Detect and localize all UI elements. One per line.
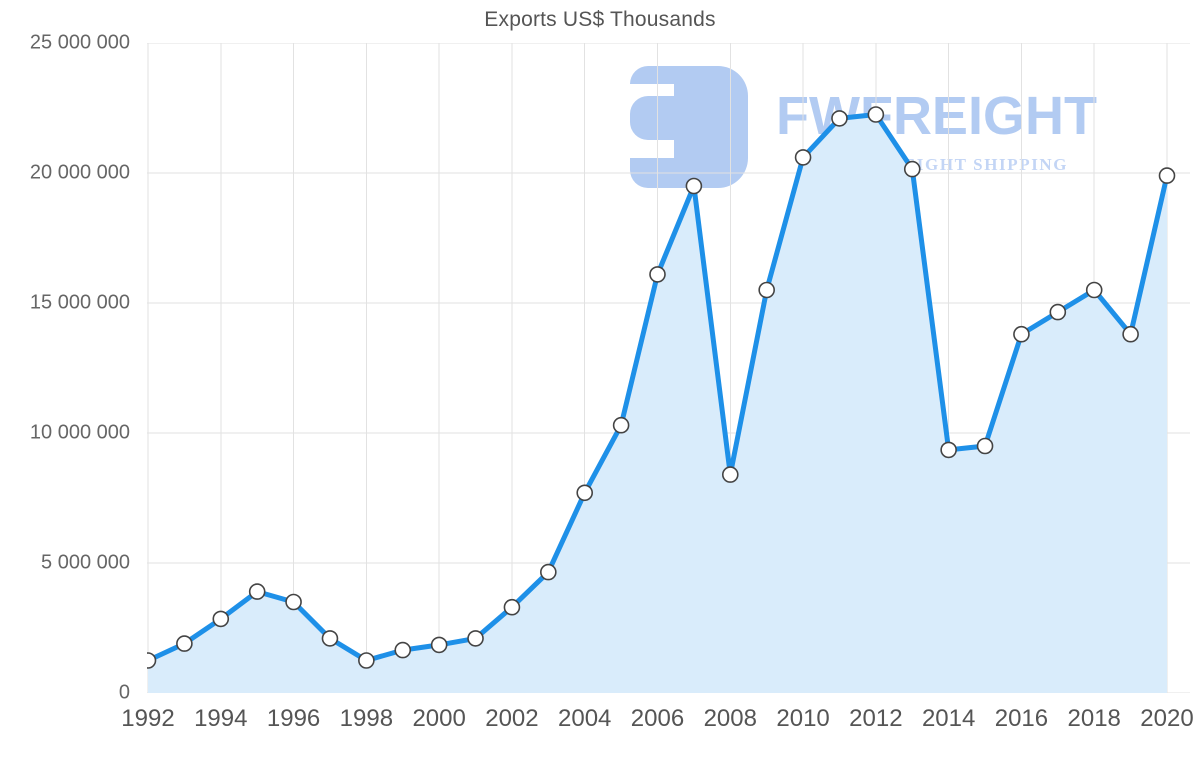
area-fill bbox=[148, 114, 1167, 693]
y-axis-tick-label: 25 000 000 bbox=[29, 31, 130, 54]
x-axis-tick-label: 2006 bbox=[630, 705, 685, 732]
x-axis-tick-label: 2012 bbox=[849, 705, 903, 732]
data-point-marker[interactable] bbox=[1013, 325, 1030, 343]
data-point-marker[interactable] bbox=[612, 416, 630, 434]
data-point-marker[interactable] bbox=[721, 466, 739, 483]
x-axis-tick-label: 2014 bbox=[921, 705, 976, 732]
x-axis-tick-label: 2020 bbox=[1140, 705, 1194, 732]
data-point-marker[interactable] bbox=[794, 149, 812, 166]
data-point-marker[interactable] bbox=[358, 652, 375, 669]
x-axis-tick-label: 2004 bbox=[558, 705, 612, 732]
data-point-marker[interactable] bbox=[649, 266, 666, 283]
data-point-marker[interactable] bbox=[176, 635, 193, 652]
data-point-marker[interactable] bbox=[467, 630, 484, 647]
x-axis-tick-label: 2018 bbox=[1067, 705, 1121, 732]
data-point-marker[interactable] bbox=[867, 106, 885, 123]
data-point-marker[interactable] bbox=[940, 441, 957, 459]
x-axis-tick-label: 2002 bbox=[485, 705, 539, 732]
data-point-marker[interactable] bbox=[430, 636, 448, 654]
data-point-marker[interactable] bbox=[285, 593, 302, 611]
data-point-marker[interactable] bbox=[147, 652, 157, 669]
data-point-marker[interactable] bbox=[540, 563, 557, 581]
chart-plot bbox=[147, 43, 1190, 693]
data-point-marker[interactable] bbox=[685, 177, 703, 195]
data-point-marker[interactable] bbox=[1122, 325, 1139, 343]
data-point-marker[interactable] bbox=[1049, 303, 1067, 321]
x-axis-tick-label: 1994 bbox=[194, 705, 248, 732]
data-point-marker[interactable] bbox=[831, 110, 848, 127]
data-point-marker[interactable] bbox=[576, 484, 594, 502]
data-point-marker[interactable] bbox=[758, 281, 775, 299]
x-axis-tick-label: 2010 bbox=[776, 705, 830, 732]
data-point-marker[interactable] bbox=[976, 437, 994, 455]
data-point-marker[interactable] bbox=[1085, 281, 1103, 299]
data-point-marker[interactable] bbox=[503, 598, 521, 616]
y-axis-tick-label: 15 000 000 bbox=[29, 291, 130, 314]
data-point-marker[interactable] bbox=[321, 630, 339, 647]
y-axis-tick-label: 0 bbox=[118, 681, 130, 704]
data-point-marker[interactable] bbox=[394, 641, 412, 659]
data-point-marker[interactable] bbox=[1158, 167, 1176, 184]
x-axis-tick-label: 2000 bbox=[412, 705, 466, 732]
data-point-marker[interactable] bbox=[903, 160, 921, 178]
data-point-marker[interactable] bbox=[212, 610, 230, 628]
data-point-marker[interactable] bbox=[248, 583, 266, 600]
y-axis-tick-label: 20 000 000 bbox=[29, 161, 130, 184]
x-axis-tick-label: 1998 bbox=[339, 705, 394, 732]
y-axis-tick-label: 5 000 000 bbox=[41, 551, 130, 574]
x-axis-tick-label: 2008 bbox=[703, 705, 757, 732]
data-markers bbox=[147, 106, 1176, 669]
x-axis-tick-label: 1992 bbox=[121, 705, 175, 732]
chart-title: Exports US$ Thousands bbox=[484, 8, 716, 31]
y-axis-tick-label: 10 000 000 bbox=[29, 421, 130, 444]
x-axis-tick-label: 1996 bbox=[266, 705, 321, 732]
x-axis-tick-label: 2016 bbox=[994, 705, 1049, 732]
